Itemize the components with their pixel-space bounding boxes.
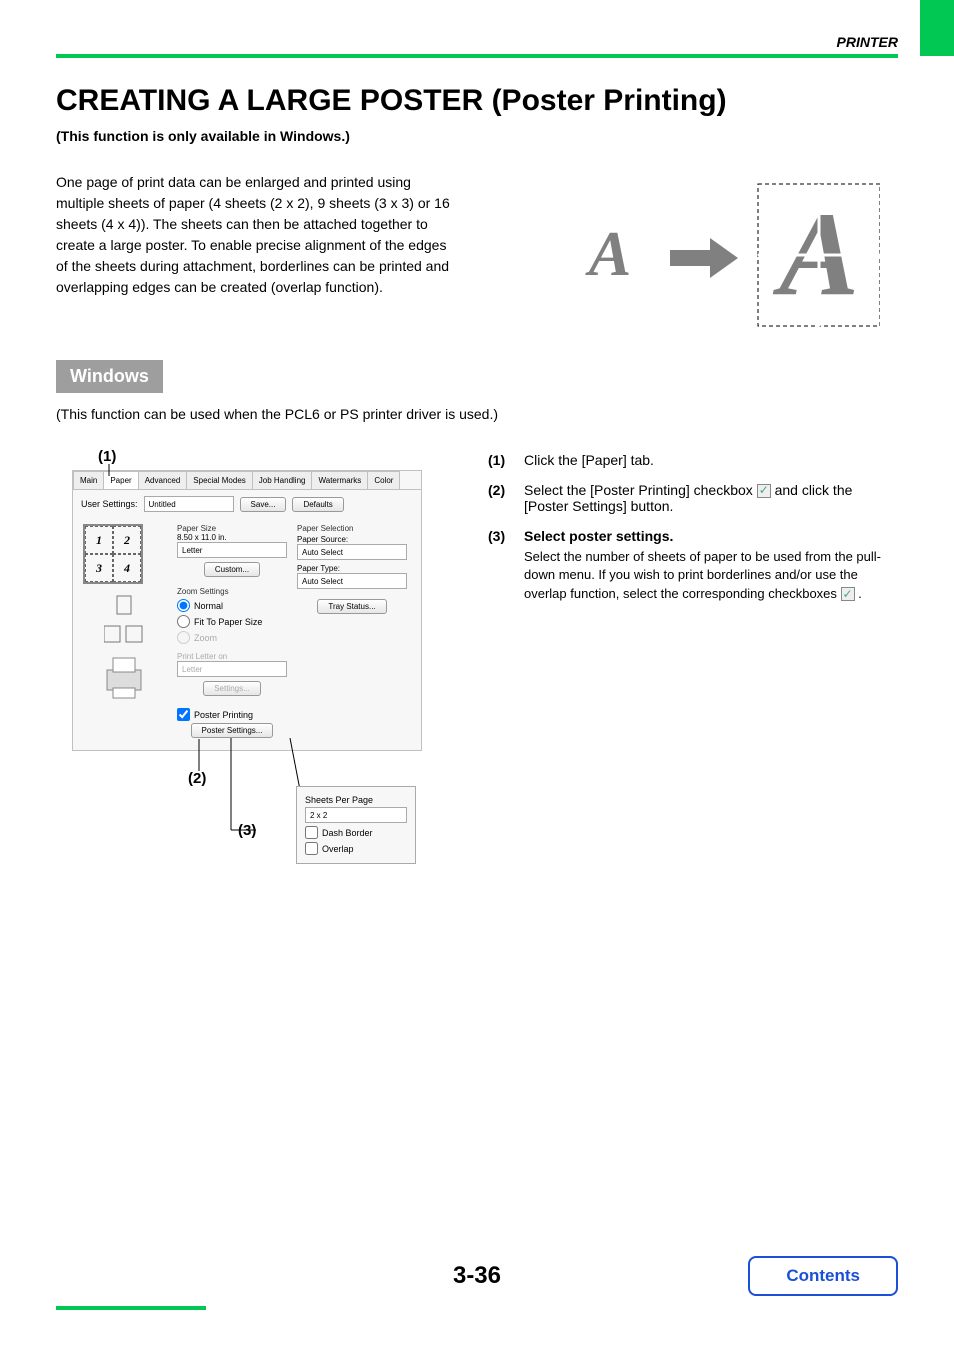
paper-selection-label: Paper Selection <box>297 524 407 533</box>
intro-text: One page of print data can be enlarged a… <box>56 172 456 298</box>
flip-icon <box>104 624 144 644</box>
step-2-num: (2) <box>488 482 514 514</box>
step-1: (1) Click the [Paper] tab. <box>488 452 898 468</box>
paper-source-select[interactable] <box>297 544 407 560</box>
poster-settings-popup: Sheets Per Page Dash Border Overlap <box>296 786 416 864</box>
tab-watermarks[interactable]: Watermarks <box>311 471 368 489</box>
overlap-checkbox[interactable] <box>305 842 318 855</box>
save-button[interactable]: Save... <box>240 497 287 512</box>
page-subtitle: (This function is only available in Wind… <box>56 128 350 144</box>
callout-2-line <box>198 739 200 771</box>
page-title: CREATING A LARGE POSTER (Poster Printing… <box>56 84 727 118</box>
callout-2-label: (2) <box>188 770 206 787</box>
grid-cell: 1 <box>85 526 113 554</box>
grid-cell: 3 <box>85 554 113 582</box>
dash-border-checkbox[interactable] <box>305 826 318 839</box>
step-2-text-a: Select the [Poster Printing] checkbox <box>524 482 757 498</box>
zoom-normal-label: Normal <box>194 601 223 611</box>
dialog-preview-col: 1 2 3 4 <box>81 522 167 738</box>
step-1-text: Click the [Paper] tab. <box>524 452 898 468</box>
overlap-label: Overlap <box>322 844 354 854</box>
tab-special-modes[interactable]: Special Modes <box>186 471 252 489</box>
poster-printing-label: Poster Printing <box>194 710 253 720</box>
dialog-tabs: Main Paper Advanced Special Modes Job Ha… <box>73 471 421 490</box>
step-3-num: (3) <box>488 528 514 603</box>
illustration-letter-single: A <box>585 218 632 289</box>
zoom-zoom-label: Zoom <box>194 633 217 643</box>
step-3-detail-text: Select the number of sheets of paper to … <box>524 549 881 600</box>
paper-type-label: Paper Type: <box>297 564 407 573</box>
sheets-per-page-label: Sheets Per Page <box>305 795 407 805</box>
grid-cell: 2 <box>113 526 141 554</box>
sheets-per-page-select[interactable] <box>305 807 407 823</box>
step-3: (3) Select poster settings. Select the n… <box>488 528 898 603</box>
tab-advanced[interactable]: Advanced <box>138 471 188 489</box>
paper-type-select[interactable] <box>297 573 407 589</box>
page-grid-preview: 1 2 3 4 <box>83 524 143 584</box>
header-section: PRINTER <box>56 34 898 50</box>
paper-dim: 8.50 x 11.0 in. <box>177 533 287 542</box>
paper-size-select[interactable] <box>177 542 287 558</box>
zoom-label: Zoom Settings <box>177 587 287 596</box>
settings-button: Settings... <box>203 681 261 696</box>
zoom-fit-radio[interactable] <box>177 615 190 628</box>
poster-settings-button[interactable]: Poster Settings... <box>191 723 274 738</box>
poster-illustration: A A <box>560 180 880 330</box>
arrow-icon <box>670 238 738 278</box>
callout-1-line <box>108 464 110 476</box>
step-3-title: Select poster settings. <box>524 528 898 544</box>
driver-note: (This function can be used when the PCL6… <box>56 406 498 422</box>
callout-3-label: (3) <box>238 822 256 839</box>
footer-rule <box>56 1306 206 1310</box>
step-2: (2) Select the [Poster Printing] checkbo… <box>488 482 898 514</box>
tab-job-handling[interactable]: Job Handling <box>252 471 313 489</box>
custom-button[interactable]: Custom... <box>204 562 260 577</box>
zoom-fit-label: Fit To Paper Size <box>194 617 262 627</box>
dialog-mid-col: Paper Size 8.50 x 11.0 in. Custom... Zoo… <box>177 522 287 738</box>
callout-1-label: (1) <box>98 448 116 465</box>
tab-color[interactable]: Color <box>367 471 400 489</box>
step-1-num: (1) <box>488 452 514 468</box>
step-2-text: Select the [Poster Printing] checkbox an… <box>524 482 898 514</box>
checkbox-icon <box>757 484 771 498</box>
step-3-detail: Select the number of sheets of paper to … <box>524 548 898 603</box>
dialog-screenshot: (1) Main Paper Advanced Special Modes Jo… <box>62 448 442 751</box>
os-badge: Windows <box>56 360 163 393</box>
paper-size-label: Paper Size <box>177 524 287 533</box>
defaults-button[interactable]: Defaults <box>292 497 343 512</box>
user-settings-select[interactable] <box>144 496 234 512</box>
zoom-zoom-radio[interactable] <box>177 631 190 644</box>
poster-printing-checkbox[interactable] <box>177 708 190 721</box>
checkbox-icon <box>841 587 855 601</box>
dash-border-label: Dash Border <box>322 828 373 838</box>
grid-cell: 4 <box>113 554 141 582</box>
page-accent-corner <box>920 0 954 56</box>
instruction-steps: (1) Click the [Paper] tab. (2) Select th… <box>488 452 898 617</box>
contents-button[interactable]: Contents <box>748 1256 898 1296</box>
user-settings-label: User Settings: <box>81 499 138 509</box>
orientation-icon <box>115 594 133 616</box>
tab-main[interactable]: Main <box>73 471 104 489</box>
dialog-right-col: Paper Selection Paper Source: Paper Type… <box>297 522 407 738</box>
zoom-normal-radio[interactable] <box>177 599 190 612</box>
print-on-select <box>177 661 287 677</box>
paper-source-label: Paper Source: <box>297 535 407 544</box>
printer-icon <box>99 652 149 702</box>
printer-dialog: Main Paper Advanced Special Modes Job Ha… <box>72 470 422 751</box>
header-rule <box>56 54 898 58</box>
print-on-label: Print Letter on <box>177 652 287 661</box>
tray-status-button[interactable]: Tray Status... <box>317 599 386 614</box>
